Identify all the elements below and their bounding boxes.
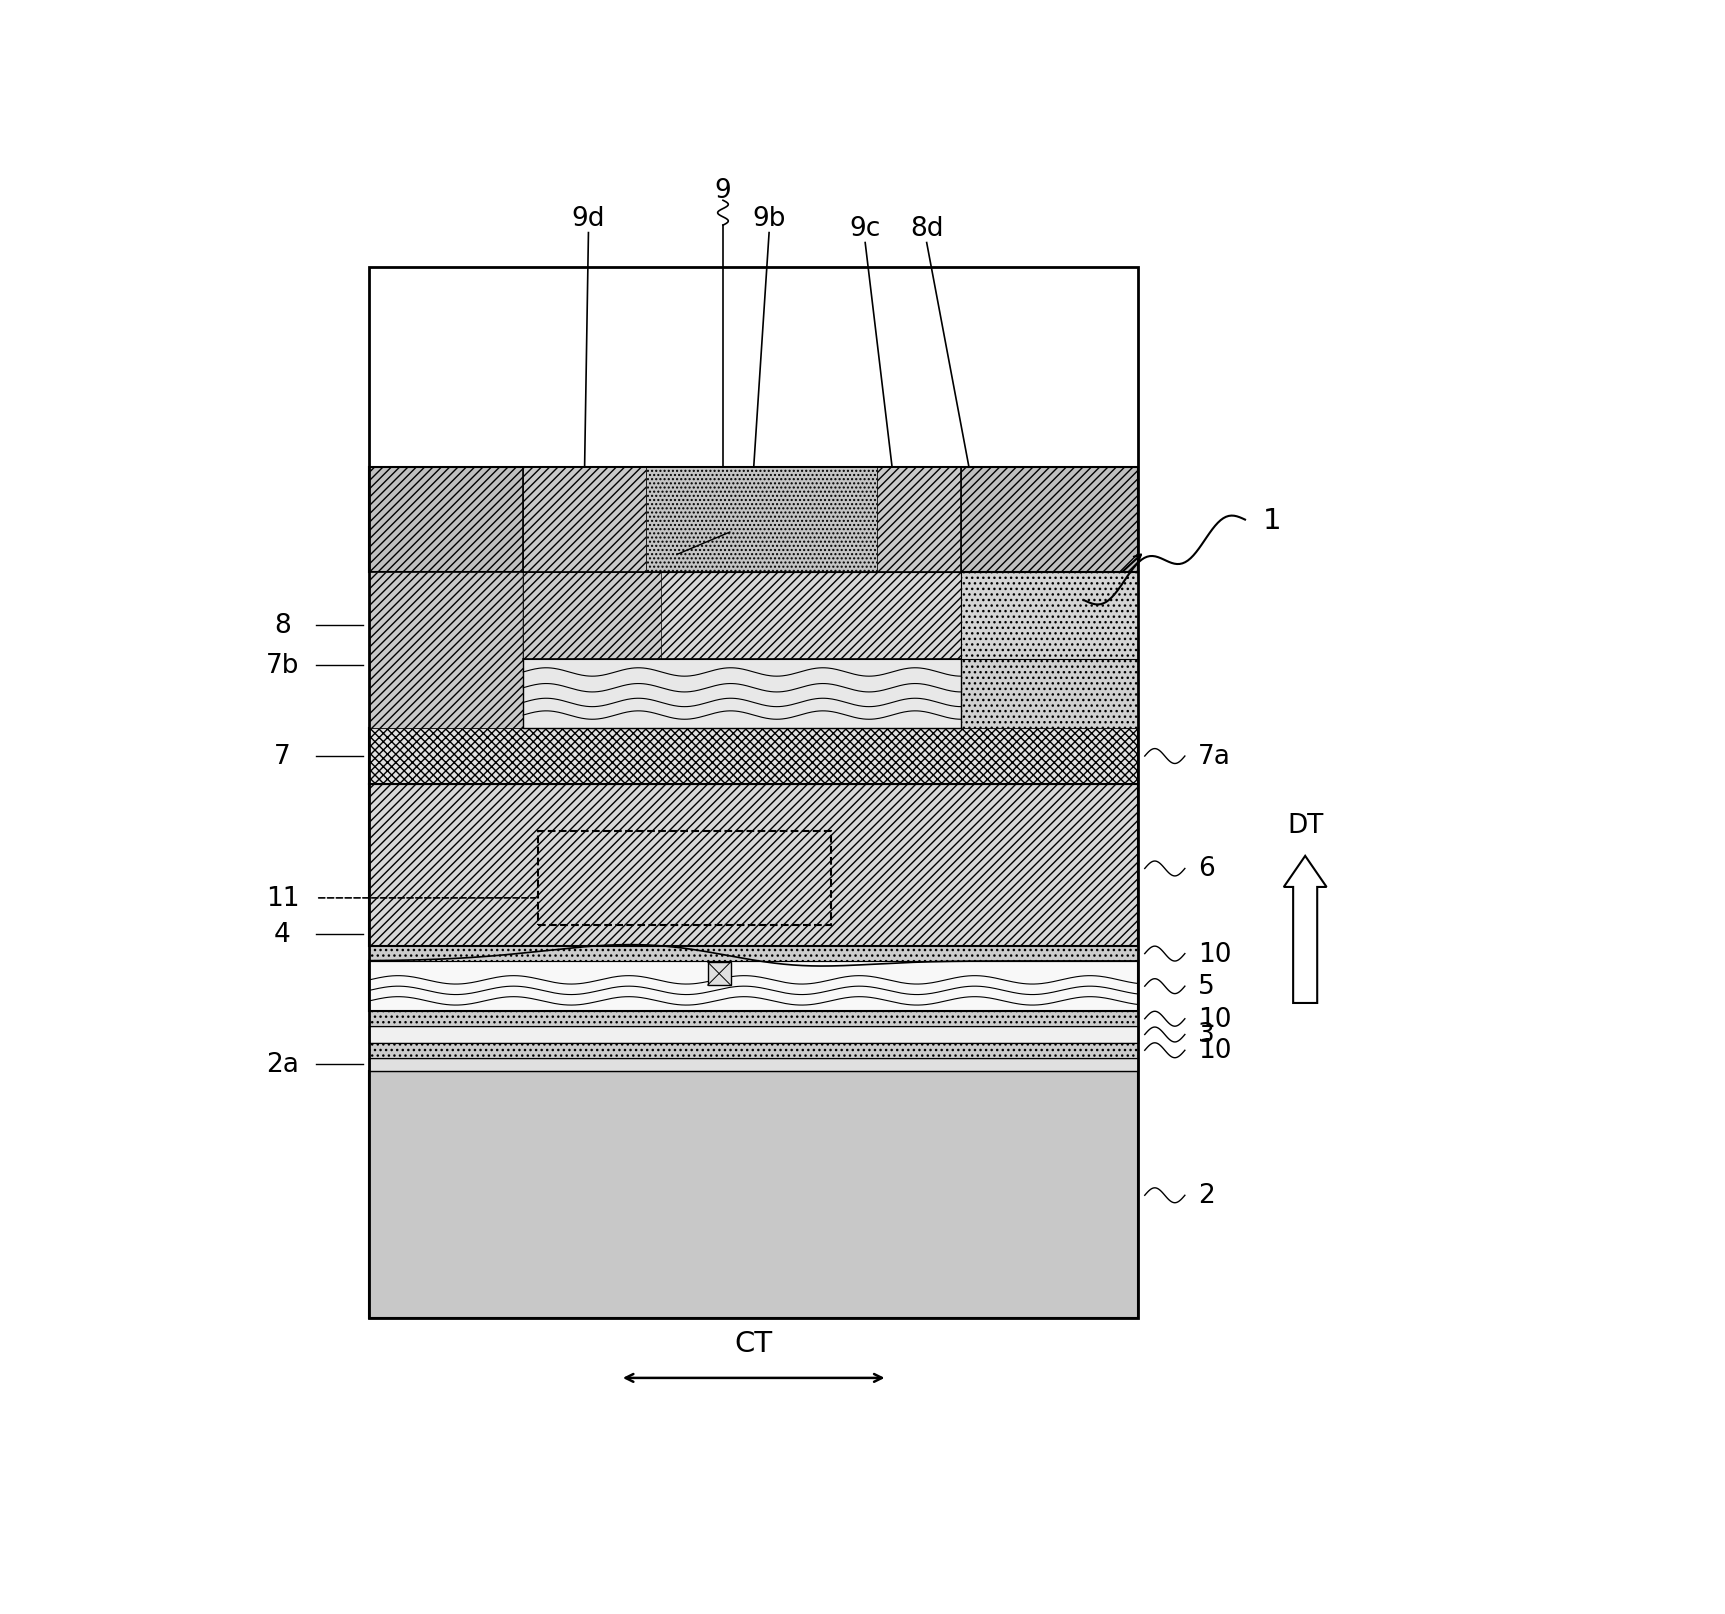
Text: 7a: 7a: [1199, 744, 1232, 770]
Bar: [369, 268, 1138, 1319]
Bar: [523, 468, 647, 573]
Bar: [369, 728, 1138, 784]
Bar: [369, 468, 1138, 573]
Bar: [707, 962, 731, 986]
Bar: [369, 1027, 1138, 1043]
Bar: [369, 1012, 1138, 1027]
Bar: [369, 962, 1138, 1012]
Bar: [523, 573, 961, 660]
Text: 10: 10: [1199, 1038, 1232, 1064]
Text: 10: 10: [1199, 941, 1232, 967]
Text: 6: 6: [1199, 855, 1214, 881]
Bar: [369, 1057, 1138, 1072]
Bar: [369, 1043, 1138, 1057]
Text: 7: 7: [274, 744, 292, 770]
Bar: [961, 573, 1138, 660]
Text: 2a: 2a: [266, 1051, 298, 1077]
Text: 9d: 9d: [571, 205, 605, 231]
Text: 5: 5: [1199, 973, 1214, 999]
Text: DT: DT: [1287, 812, 1323, 838]
Bar: [647, 468, 876, 573]
FancyArrow shape: [1283, 857, 1327, 1004]
Text: 1: 1: [1263, 507, 1282, 534]
Bar: [876, 468, 961, 573]
Text: 4: 4: [274, 922, 292, 947]
Bar: [523, 468, 961, 573]
Bar: [369, 1072, 1138, 1319]
Text: 2: 2: [1199, 1183, 1214, 1209]
Bar: [369, 573, 523, 728]
Text: 11: 11: [266, 886, 298, 912]
Bar: [523, 573, 661, 660]
Text: CT: CT: [735, 1330, 773, 1357]
Text: 8: 8: [274, 612, 292, 638]
Text: 9b: 9b: [752, 205, 787, 231]
Bar: [961, 573, 1138, 728]
Text: 9: 9: [714, 178, 731, 205]
Bar: [369, 947, 1138, 962]
Text: 10: 10: [1000, 654, 1030, 678]
Text: 8d: 8d: [909, 216, 944, 242]
Text: 3: 3: [1199, 1022, 1214, 1047]
Text: 9c: 9c: [849, 216, 881, 242]
Text: θ: θ: [711, 504, 728, 533]
Bar: [538, 831, 830, 926]
Text: 7b: 7b: [266, 652, 298, 678]
Bar: [523, 573, 961, 728]
Bar: [369, 784, 1138, 947]
Text: 10: 10: [1199, 1006, 1232, 1031]
